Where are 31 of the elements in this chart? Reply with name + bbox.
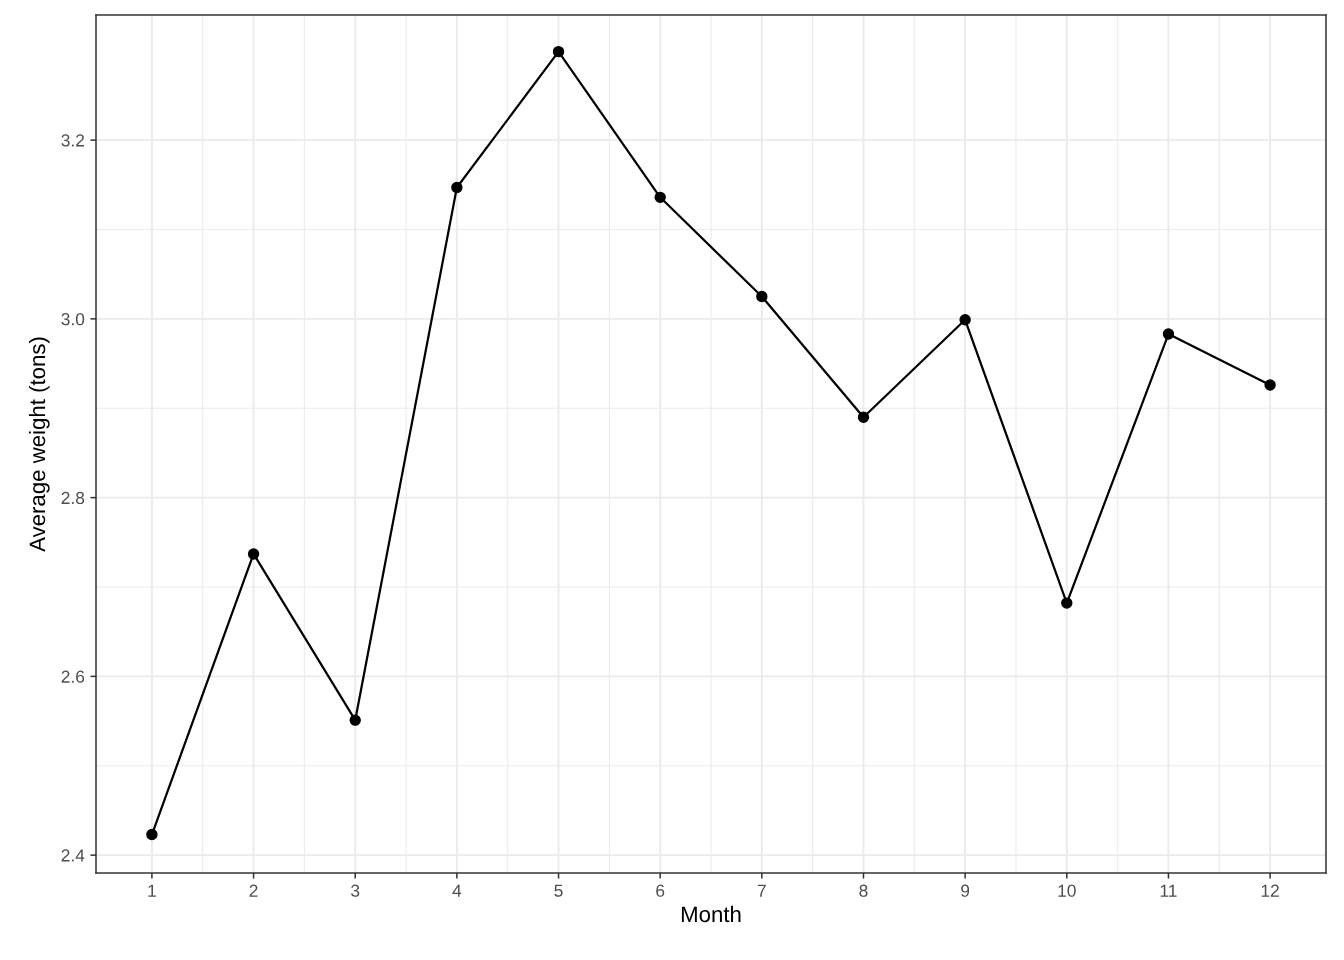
y-tick-label: 2.4 bbox=[61, 849, 85, 862]
x-tick-label: 10 bbox=[1058, 884, 1076, 897]
point bbox=[451, 181, 463, 194]
x-tick-label: 5 bbox=[554, 884, 563, 897]
x-tick-label: 7 bbox=[757, 884, 766, 897]
point bbox=[247, 548, 260, 560]
point bbox=[756, 290, 768, 303]
point bbox=[349, 714, 361, 726]
y-tick-label: 2.6 bbox=[61, 670, 85, 683]
x-tick-label: 8 bbox=[859, 884, 868, 897]
point bbox=[146, 828, 158, 841]
point bbox=[552, 45, 565, 58]
x-tick-label: 3 bbox=[351, 884, 360, 897]
point bbox=[1162, 328, 1175, 340]
x-tick-label: 9 bbox=[961, 884, 970, 897]
y-tick-label: 2.8 bbox=[61, 491, 85, 505]
x-axis-title: Month bbox=[681, 905, 741, 923]
x-tick-label: 11 bbox=[1160, 884, 1177, 897]
x-tick-label: 2 bbox=[249, 884, 258, 897]
point bbox=[959, 314, 971, 326]
x-tick-label: 4 bbox=[452, 884, 462, 897]
point bbox=[1264, 379, 1276, 391]
x-tick-label: 12 bbox=[1261, 884, 1279, 897]
y-tick-label: 3.2 bbox=[61, 134, 85, 147]
point bbox=[654, 191, 666, 204]
point bbox=[857, 411, 870, 423]
y-tick-label: 3.0 bbox=[61, 313, 85, 326]
point bbox=[1061, 597, 1073, 609]
x-tick-label: 6 bbox=[656, 884, 665, 897]
x-tick-label: 1 bbox=[148, 884, 156, 897]
y-axis-title: Average weight (tons) bbox=[28, 337, 50, 552]
